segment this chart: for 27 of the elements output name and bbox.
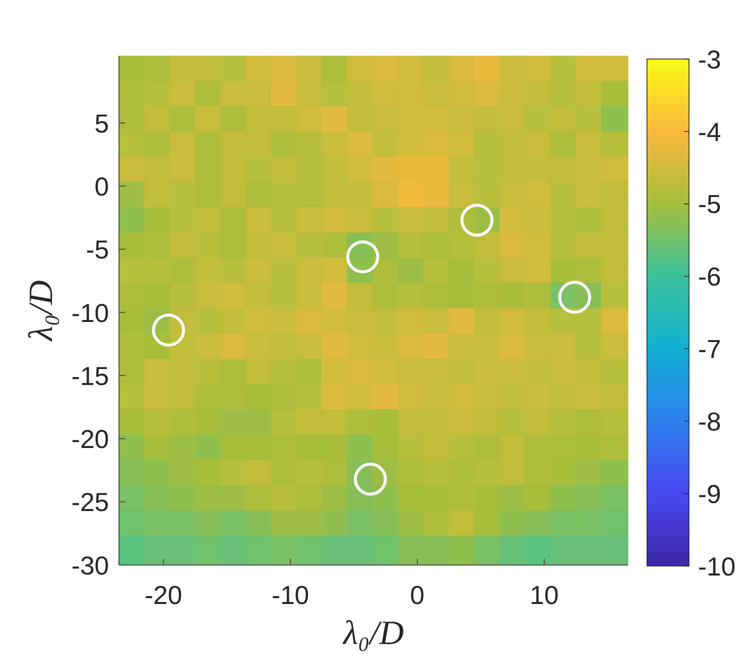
y-tick-label: -10 (71, 298, 109, 328)
x-tick-label: 0 (410, 580, 425, 610)
color-bar-label: -9 (698, 478, 722, 509)
y-tick-label: -15 (71, 360, 109, 391)
x-tick-label: -20 (144, 580, 182, 610)
x-axis-title: λ₀/D (342, 615, 404, 652)
color-bar-label: -8 (698, 406, 722, 437)
y-tick-label: -25 (71, 487, 109, 518)
color-bar-label: -5 (698, 189, 722, 220)
point (460, 204, 494, 237)
color-bar-label: -10 (698, 551, 736, 582)
point (354, 462, 387, 496)
color-bar-label: -6 (698, 262, 722, 292)
y-tick-label: -20 (71, 424, 109, 454)
point (152, 314, 186, 347)
point (558, 280, 592, 314)
y-tick-label: 0 (94, 171, 109, 202)
color-bar-label: -7 (698, 334, 722, 364)
color-bar-label: -4 (698, 116, 722, 147)
y-axis-title: λ₀/D (23, 280, 60, 342)
y-tick-label: -30 (71, 550, 109, 580)
color-bar-label: -3 (698, 44, 722, 74)
y-tick-label: -5 (86, 234, 109, 265)
y-tick-label: 5 (94, 108, 109, 138)
x-tick-label: -10 (272, 580, 310, 610)
x-tick-label: 10 (530, 580, 559, 610)
point (346, 240, 380, 274)
